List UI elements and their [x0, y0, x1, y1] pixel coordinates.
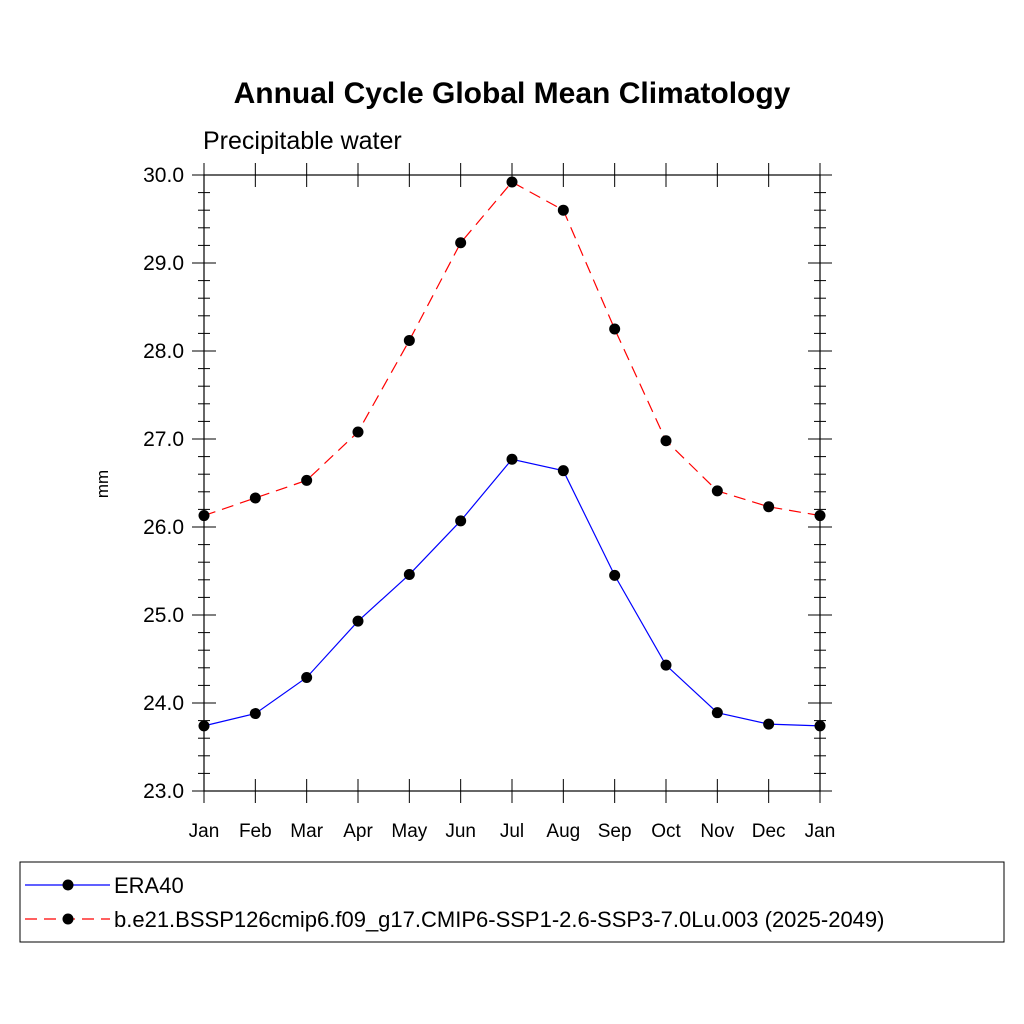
series-1-point [763, 718, 775, 730]
legend-label-2: b.e21.BSSP126cmip6.f09_g17.CMIP6-SSP1-2.… [114, 907, 884, 932]
series-1-point [249, 708, 261, 720]
series-2-point [711, 485, 723, 497]
series-line-1 [203, 458, 821, 727]
axis-ticks [192, 163, 832, 803]
legend: ERA40 b.e21.BSSP126cmip6.f09_g17.CMIP6-SS… [19, 861, 1005, 943]
series-2-point [609, 323, 621, 335]
legend-marker-1 [62, 879, 74, 891]
chart-subtitle: Precipitable water [203, 127, 402, 155]
legend-label-1: ERA40 [114, 873, 184, 898]
series-1-point [506, 453, 518, 465]
x-tick-label: May [391, 821, 427, 842]
x-tick-labels: Jan Feb Mar Apr May Jun Jul Aug Sep Oct Nov Dec Jan [189, 821, 836, 842]
series-1-point [301, 671, 313, 683]
series-layer [198, 176, 826, 732]
x-tick-label: Jan [805, 821, 836, 842]
y-tick-label: 26.0 [143, 516, 184, 539]
x-tick-label: Jun [445, 821, 476, 842]
y-tick-label: 28.0 [143, 340, 184, 363]
y-tick-label: 29.0 [143, 252, 184, 275]
x-tick-label: Nov [700, 821, 734, 842]
legend-box [19, 861, 1005, 943]
series-1-point [557, 465, 569, 477]
series-line-2 [203, 181, 821, 517]
y-axis-label: mm [93, 470, 112, 498]
y-tick-labels: 23.0 24.0 25.0 26.0 27.0 28.0 29.0 30.0 [143, 164, 184, 803]
x-tick-label: Oct [651, 821, 681, 842]
chart-title: Annual Cycle Global Mean Climatology [234, 77, 791, 110]
x-tick-label: Aug [546, 821, 580, 842]
series-2-point [249, 492, 261, 504]
series-2-point [557, 204, 569, 216]
y-tick-label: 24.0 [143, 692, 184, 715]
x-tick-label: Jul [500, 821, 524, 842]
series-1-point [609, 569, 621, 581]
x-tick-label: Dec [752, 821, 786, 842]
series-1-point [660, 659, 672, 671]
series-2-point [660, 435, 672, 447]
series-2-point [455, 237, 467, 249]
y-tick-label: 27.0 [143, 428, 184, 451]
series-1-point [352, 615, 364, 627]
series-1-point [455, 515, 467, 527]
x-tick-label: Sep [598, 821, 632, 842]
series-1-point [403, 569, 415, 581]
x-tick-label: Feb [239, 821, 272, 842]
series-1-point [711, 707, 723, 719]
y-tick-label: 23.0 [143, 780, 184, 803]
legend-entries: ERA40 b.e21.BSSP126cmip6.f09_g17.CMIP6-SS… [25, 873, 884, 932]
x-tick-label: Jan [189, 821, 220, 842]
y-tick-label: 25.0 [143, 604, 184, 627]
x-tick-label: Mar [290, 821, 323, 842]
x-tick-label: Apr [343, 821, 373, 842]
series-2-point [403, 334, 415, 346]
plot-frame [203, 174, 821, 792]
legend-marker-2 [62, 913, 74, 925]
series-2-point [506, 176, 518, 188]
series-2-point [352, 426, 364, 438]
series-2-point [763, 501, 775, 513]
series-2-point [301, 474, 313, 486]
y-tick-label: 30.0 [143, 164, 184, 187]
